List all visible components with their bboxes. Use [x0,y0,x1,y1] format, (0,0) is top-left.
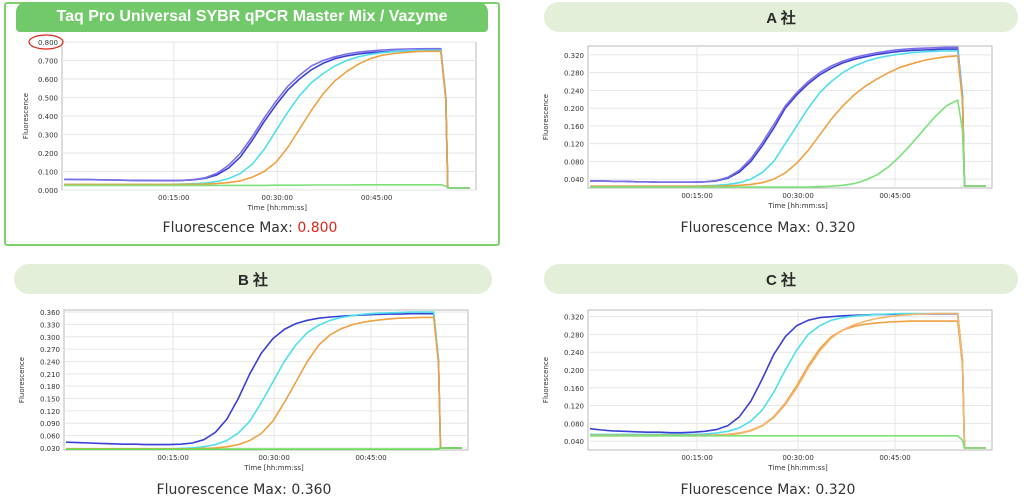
y-tick-label: 0.080 [564,158,584,166]
x-tick-label: 00:45:00 [355,454,386,462]
series-line [590,55,986,187]
y-tick-label: 0.320 [564,314,584,322]
y-tick-label: 0.040 [564,438,584,446]
series-line [590,99,986,188]
x-axis-title: Time [hh:mm:ss] [767,202,828,210]
y-axis-title: Fluorescence [542,94,550,140]
y-tick-label: 0.040 [564,176,584,184]
fluorescence-max-caption: Fluorescence Max: 0.320 [538,482,998,498]
y-tick-label: 0.120 [564,141,584,149]
y-tick-label: 0.360 [40,309,60,317]
y-tick-label: 0.200 [564,105,584,113]
y-tick-label: 0.150 [40,396,60,404]
y-tick-label: 0.180 [40,383,60,391]
x-tick-label: 00:30:00 [262,194,293,202]
fluorescence-max-caption: Fluorescence Max: 0.360 [14,482,474,498]
x-tick-label: 00:15:00 [158,194,189,202]
panel-title: Taq Pro Universal SYBR qPCR Master Mix /… [16,2,488,32]
y-tick-label: 0.300 [40,334,60,342]
y-axis-title: Fluorescence [542,357,550,403]
panel-title: B 社 [14,264,492,294]
y-tick-label: 0.210 [40,371,60,379]
fluorescence-max-caption: Fluorescence Max: 0.800 [18,220,482,236]
y-tick-label: 0.240 [564,87,584,95]
y-tick-label: 0.100 [38,169,58,177]
y-tick-label: 0.120 [40,408,60,416]
y-axis-title: Fluorescence [22,93,30,139]
panel-title: C 社 [544,264,1018,294]
series-line [64,50,470,189]
series-line [63,47,470,189]
panel-title: A 社 [544,2,1018,32]
y-tick-label: 0.320 [564,52,584,60]
y-tick-label: 0.120 [564,403,584,411]
y-tick-label: 0.500 [38,95,58,103]
caption-label: Fluorescence Max: [680,220,811,236]
fluorescence-max-caption: Fluorescence Max: 0.320 [538,220,998,236]
y-tick-label: 0.700 [38,58,58,66]
series-line [65,312,462,449]
y-tick-label: 0.270 [40,346,60,354]
plot-area [587,45,993,189]
qpcr-chart: 0.040 0.080 0.120 0.160 0.200 0.240 0.280 0.320… [542,45,993,210]
series-line [66,447,462,450]
caption-label: Fluorescence Max: [162,220,293,236]
x-axis-title: Time [hh:mm:ss] [243,464,304,472]
y-axis-title: Fluorescence [18,357,26,403]
y-tick-label: 0.160 [564,123,584,131]
x-tick-label: 00:30:00 [782,454,813,462]
y-tick-label: 0.000 [38,187,58,195]
qpcr-chart: 0.040 0.080 0.120 0.160 0.200 0.240 0.280 0.320… [542,309,993,472]
y-tick-label: 0.280 [564,70,584,78]
y-tick-label: 0.800 [38,39,58,47]
x-tick-label: 00:30:00 [258,454,289,462]
qpcr-chart: 0.030 0.060 0.090 0.120 0.150 0.180 0.210 0.240… [18,309,469,472]
caption-value: 0.320 [815,220,856,236]
max-highlight-ring [28,34,64,50]
x-tick-label: 00:30:00 [782,192,813,200]
series-line [64,184,470,189]
caption-label: Fluorescence Max: [680,482,811,498]
y-tick-label: 0.200 [38,150,58,158]
y-tick-label: 0.400 [38,113,58,121]
y-tick-label: 0.030 [40,445,60,453]
y-tick-label: 0.090 [40,420,60,428]
y-tick-label: 0.300 [38,132,58,140]
plot-area [587,309,993,451]
series-line [590,46,986,187]
x-tick-label: 00:45:00 [361,194,392,202]
y-tick-label: 0.080 [564,420,584,428]
series-line [590,435,986,449]
y-tick-label: 0.240 [40,358,60,366]
x-tick-label: 00:45:00 [879,454,910,462]
x-axis-title: Time [hh:mm:ss] [247,204,308,212]
x-tick-label: 00:15:00 [681,454,712,462]
y-tick-label: 0.240 [564,349,584,357]
caption-value: 0.360 [291,482,332,498]
y-tick-label: 0.060 [40,433,60,441]
caption-label: Fluorescence Max: [156,482,287,498]
y-tick-label: 0.280 [564,331,584,339]
plot-area [63,309,469,451]
x-tick-label: 00:45:00 [879,192,910,200]
x-tick-label: 00:15:00 [681,192,712,200]
y-tick-label: 0.600 [38,76,58,84]
caption-value: 0.800 [297,220,338,236]
x-tick-label: 00:15:00 [157,454,188,462]
y-tick-label: 0.160 [564,385,584,393]
y-tick-label: 0.200 [564,367,584,375]
qpcr-chart: 0.000 0.100 0.200 0.300 0.400 0.500 0.600 0.700… [22,34,477,212]
x-axis-title: Time [hh:mm:ss] [767,464,828,472]
caption-value: 0.320 [815,482,856,498]
y-tick-label: 0.330 [40,321,60,329]
